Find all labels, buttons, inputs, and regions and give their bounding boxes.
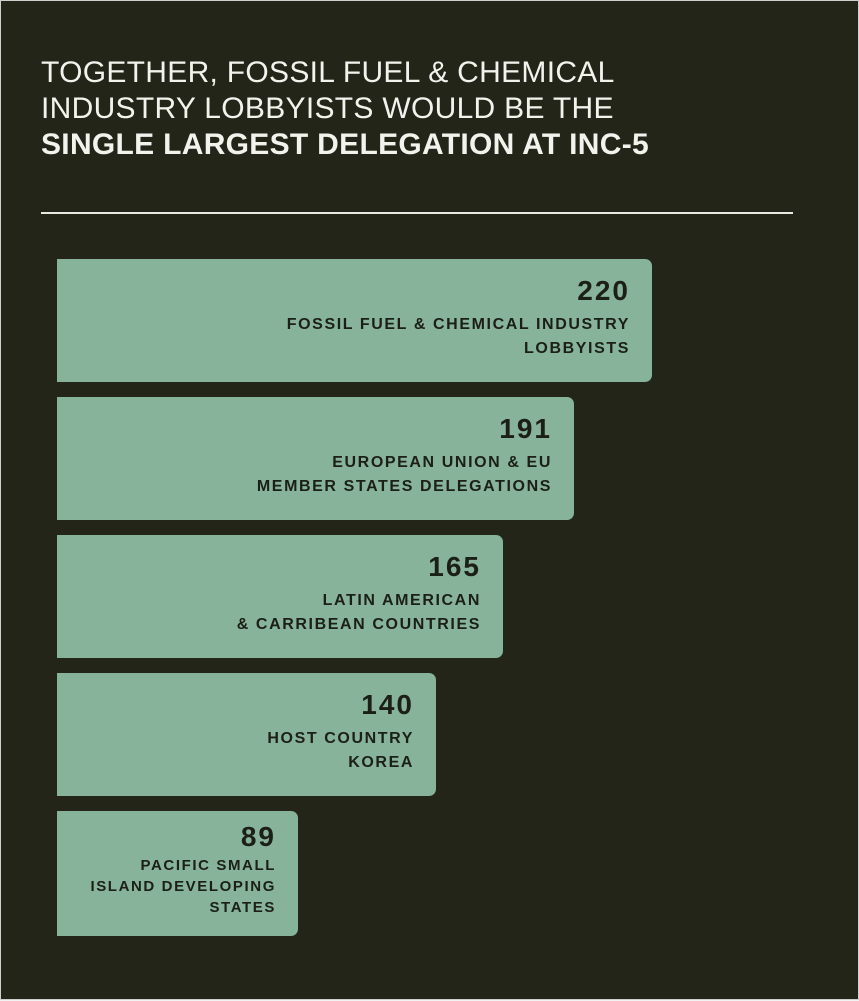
bar-category-label: EUROPEAN UNION & EU MEMBER STATES DELEGAT… [57,451,552,499]
bar-1: 220 FOSSIL FUEL & CHEMICAL INDUSTRY LOBBYI… [57,259,652,382]
bar-category-label-line: MEMBER STATES DELEGATIONS [256,478,552,495]
bar-value-label: 140 [361,689,414,720]
bar-category-label-line: HOST COUNTRY [267,730,414,747]
bar-category-label-line: ISLAND DEVELOPING [90,878,276,895]
bar-category-label-line: LATIN AMERICAN [322,592,481,609]
bar-value-label: 165 [428,551,481,582]
bar-category-label-line: EUROPEAN UNION & EU [332,454,552,471]
bar-category-label: PACIFIC SMALL ISLAND DEVELOPING STATES [57,855,276,918]
bar-category-label-line: & CARRIBEAN COUNTRIES [236,616,481,633]
bar-value-label: 191 [499,413,552,444]
bar-value-label: 89 [240,821,276,852]
bar-3: 165 LATIN AMERICAN & CARRIBEAN COUNTRIES [57,535,503,658]
bar-category-label: FOSSIL FUEL & CHEMICAL INDUSTRY LOBBYISTS [57,313,630,361]
title-line-2: INDUSTRY LOBBYISTS WOULD BE THE [41,92,614,125]
bar-5: 89 PACIFIC SMALL ISLAND DEVELOPING STATES [57,811,298,936]
bar-value-label: 220 [577,275,630,306]
bar-category-label: LATIN AMERICAN & CARRIBEAN COUNTRIES [57,589,481,637]
bar-category-label: HOST COUNTRY KOREA [57,727,414,775]
bar-category-label-line: KOREA [348,754,414,771]
title-divider [41,212,793,214]
bar-category-label-line: PACIFIC SMALL [140,857,276,874]
bar-category-label-line: STATES [209,899,276,916]
bar-2: 191 EUROPEAN UNION & EU MEMBER STATES DELE… [57,397,574,520]
chart-title: TOGETHER, FOSSIL FUEL & CHEMICAL INDUSTR… [41,55,801,163]
bar-category-label-line: LOBBYISTS [524,340,630,357]
title-line-3: SINGLE LARGEST DELEGATION AT INC-5 [41,128,649,161]
bar-category-label-line: FOSSIL FUEL & CHEMICAL INDUSTRY [286,316,630,333]
title-line-1: TOGETHER, FOSSIL FUEL & CHEMICAL [41,56,615,89]
bar-4: 140 HOST COUNTRY KOREA [57,673,436,796]
